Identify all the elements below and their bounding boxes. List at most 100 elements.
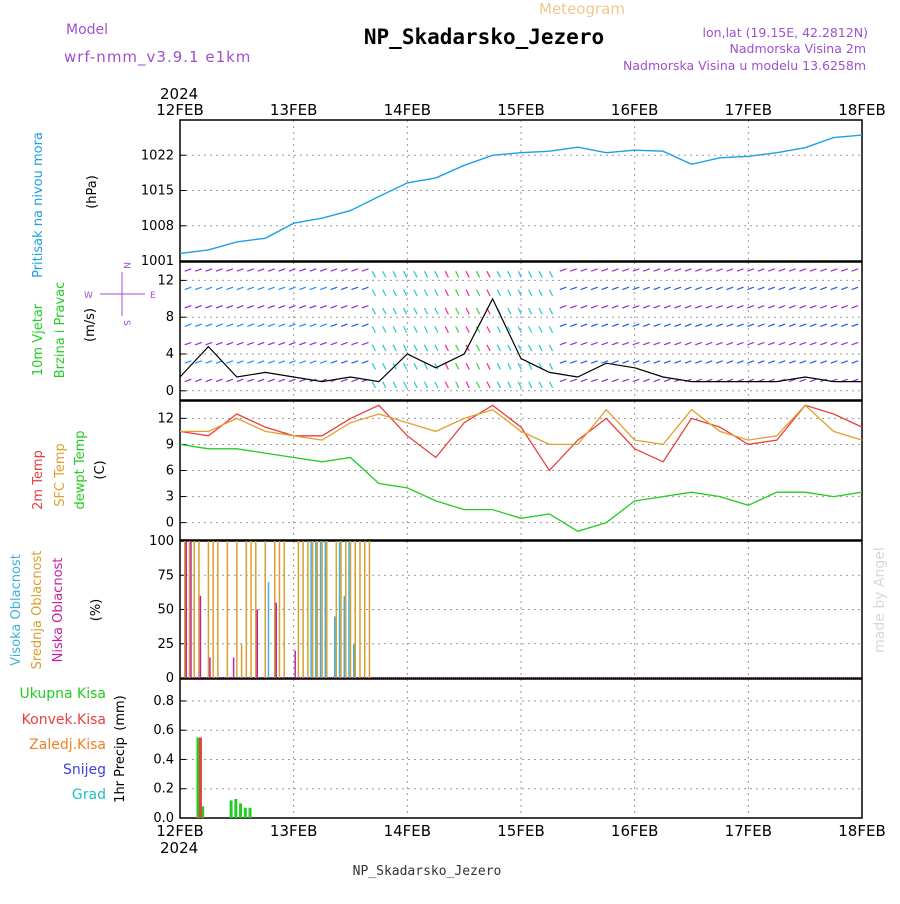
total-precip-bar: [239, 803, 243, 818]
wind-barb: [351, 286, 359, 291]
y-tick-label: 6: [166, 464, 174, 479]
y-tick-label: 12: [157, 411, 174, 426]
temp-title-2: SFC Temp: [53, 443, 68, 507]
panel-frame: [179, 119, 863, 262]
wind-barb: [726, 268, 734, 272]
wind-barb: [736, 268, 744, 272]
wind-barb: [455, 307, 460, 315]
wind-barb: [642, 360, 650, 364]
wind-barb: [548, 289, 554, 297]
panel-frame: [179, 261, 863, 401]
wind-barb: [851, 305, 859, 309]
wind-barb: [382, 381, 387, 389]
wind-barb: [423, 289, 429, 297]
wind-barb: [768, 360, 776, 364]
wind-barb: [788, 286, 796, 291]
wind-barb: [695, 360, 703, 364]
wind-unit: (m/s): [83, 308, 98, 342]
wind-barb: [455, 362, 460, 370]
wind-barb: [236, 341, 244, 346]
wind-barb: [371, 326, 376, 333]
y-tick-label: 1001: [141, 254, 174, 269]
wind-barb: [736, 286, 744, 291]
wind-barb: [695, 341, 703, 346]
wind-barb: [705, 305, 713, 309]
wind-barb: [278, 323, 286, 327]
wind-barb: [184, 305, 192, 309]
wind-barb: [653, 323, 661, 327]
wind-barb: [622, 305, 630, 309]
wind-barb: [194, 286, 202, 291]
wind-barb: [392, 344, 397, 352]
pressure-title: Pritisak na nivou mora: [31, 132, 46, 278]
wind-barb: [299, 323, 307, 327]
y-tick-label: 0.2: [153, 782, 174, 797]
wind-barb: [820, 360, 828, 364]
wind-barb: [455, 381, 460, 389]
wind-barb: [768, 268, 776, 272]
wind-barb: [330, 305, 338, 309]
wind-barb: [496, 344, 502, 352]
wind-compass: W E N S: [84, 262, 156, 326]
wind-barb: [778, 268, 786, 272]
wind-barb: [413, 270, 418, 278]
compass-e: E: [150, 291, 156, 301]
wind-barb: [747, 341, 755, 346]
wind-barb: [559, 341, 567, 346]
wind-barb: [423, 362, 429, 370]
wind-barb: [184, 323, 192, 327]
wind-barb: [580, 268, 588, 272]
wind-barb: [830, 341, 838, 346]
wind-barb: [715, 323, 723, 327]
wind-barb: [695, 268, 703, 272]
model-name: wrf-nmm_v3.9.1 e1km: [64, 48, 251, 67]
wind-barb: [444, 307, 449, 315]
y-tick-label: 9: [166, 437, 174, 452]
wind-barb: [632, 360, 640, 364]
wind-barb: [799, 378, 807, 383]
wind-barb: [309, 305, 317, 309]
wind-barb: [799, 360, 807, 364]
wind-barb: [548, 326, 554, 333]
y-tick-label: 4: [166, 347, 174, 362]
wind-barb: [705, 323, 713, 327]
wind-barb: [392, 326, 397, 333]
total-precip-bar: [201, 806, 205, 818]
wind-barb: [413, 289, 418, 297]
wind-barb: [278, 360, 286, 364]
wind-barb: [205, 360, 213, 364]
wind-barb: [361, 305, 369, 309]
wind-barb: [455, 326, 460, 333]
wind-barb: [184, 286, 192, 291]
wind-barb: [788, 341, 796, 346]
wind-barb: [684, 286, 692, 291]
wind-barb: [340, 360, 348, 364]
wind-barb: [226, 286, 234, 291]
wind-barb: [205, 378, 213, 383]
wind-barb: [475, 270, 481, 278]
wind-barb: [267, 286, 275, 291]
wind-barb: [830, 286, 838, 291]
wind-speed-line: [179, 297, 862, 383]
precip-legend-item: Ukupna Kisa: [19, 686, 106, 702]
wind-barb: [538, 344, 543, 352]
wind-barb: [528, 381, 533, 389]
wind-barb: [788, 323, 796, 327]
wind-barb: [257, 378, 265, 383]
wind-barb: [413, 381, 418, 389]
wind-barb: [330, 360, 338, 364]
wind-barb: [768, 341, 776, 346]
wind-barb: [247, 305, 255, 309]
wind-barb: [580, 323, 588, 327]
wind-barb: [309, 323, 317, 327]
wind-barb: [423, 344, 429, 352]
wind-barb: [601, 378, 609, 383]
wind-barb: [371, 307, 376, 315]
wind-barb: [278, 286, 286, 291]
wind-barb: [257, 286, 265, 291]
wind-barb: [371, 381, 376, 389]
wind-barb: [496, 362, 502, 370]
wind-barb: [465, 326, 470, 333]
wind-barb: [215, 323, 223, 327]
wind-barb: [340, 378, 348, 383]
